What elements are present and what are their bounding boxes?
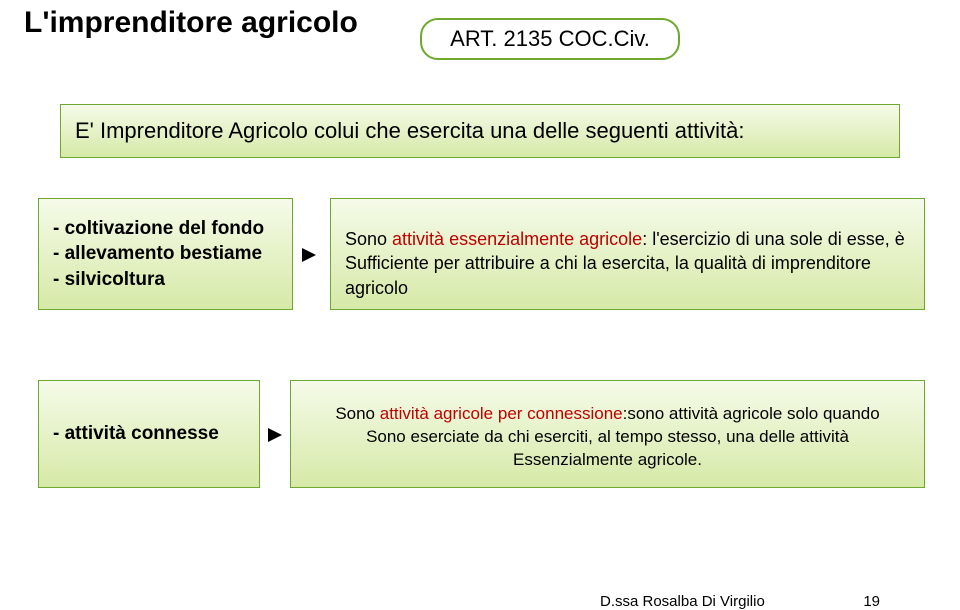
arrow-right-icon (302, 248, 316, 262)
footer-page-number: 19 (863, 593, 880, 610)
text: Sono eserciate da chi eserciti, al tempo… (366, 427, 849, 446)
activities-connected-label: - attività connesse (38, 380, 260, 488)
activities-essential-list: - coltivazione del fondo - allevamento b… (38, 198, 293, 310)
list-item: - coltivazione del fondo (53, 216, 264, 242)
text: : l'esercizio di una sole di esse, è (642, 229, 905, 249)
intro-box: E' Imprenditore Agricolo colui che eserc… (60, 104, 900, 158)
text: Essenzialmente agricole. (513, 450, 702, 469)
article-badge: ART. 2135 COC.Civ. (420, 18, 680, 60)
connected-description-box: Sono attività agricole per connessione:s… (290, 380, 925, 488)
list-item: - allevamento bestiame (53, 241, 262, 267)
text: Sono (345, 229, 392, 249)
highlight-text: attività essenzialmente agricole (392, 229, 642, 249)
arrow-right-icon (268, 428, 282, 442)
text: Sono (335, 404, 379, 423)
footer-author: D.ssa Rosalba Di Virgilio (600, 593, 765, 610)
essential-description-box: Sono attività essenzialmente agricole: l… (330, 198, 925, 310)
highlight-text: attività agricole per connessione (380, 404, 623, 423)
text: :sono attività agricole solo quando (623, 404, 880, 423)
list-item: - silvicoltura (53, 267, 165, 293)
text: Sufficiente per attribuire a chi la eser… (345, 253, 871, 297)
page-title: L'imprenditore agricolo (24, 6, 358, 40)
